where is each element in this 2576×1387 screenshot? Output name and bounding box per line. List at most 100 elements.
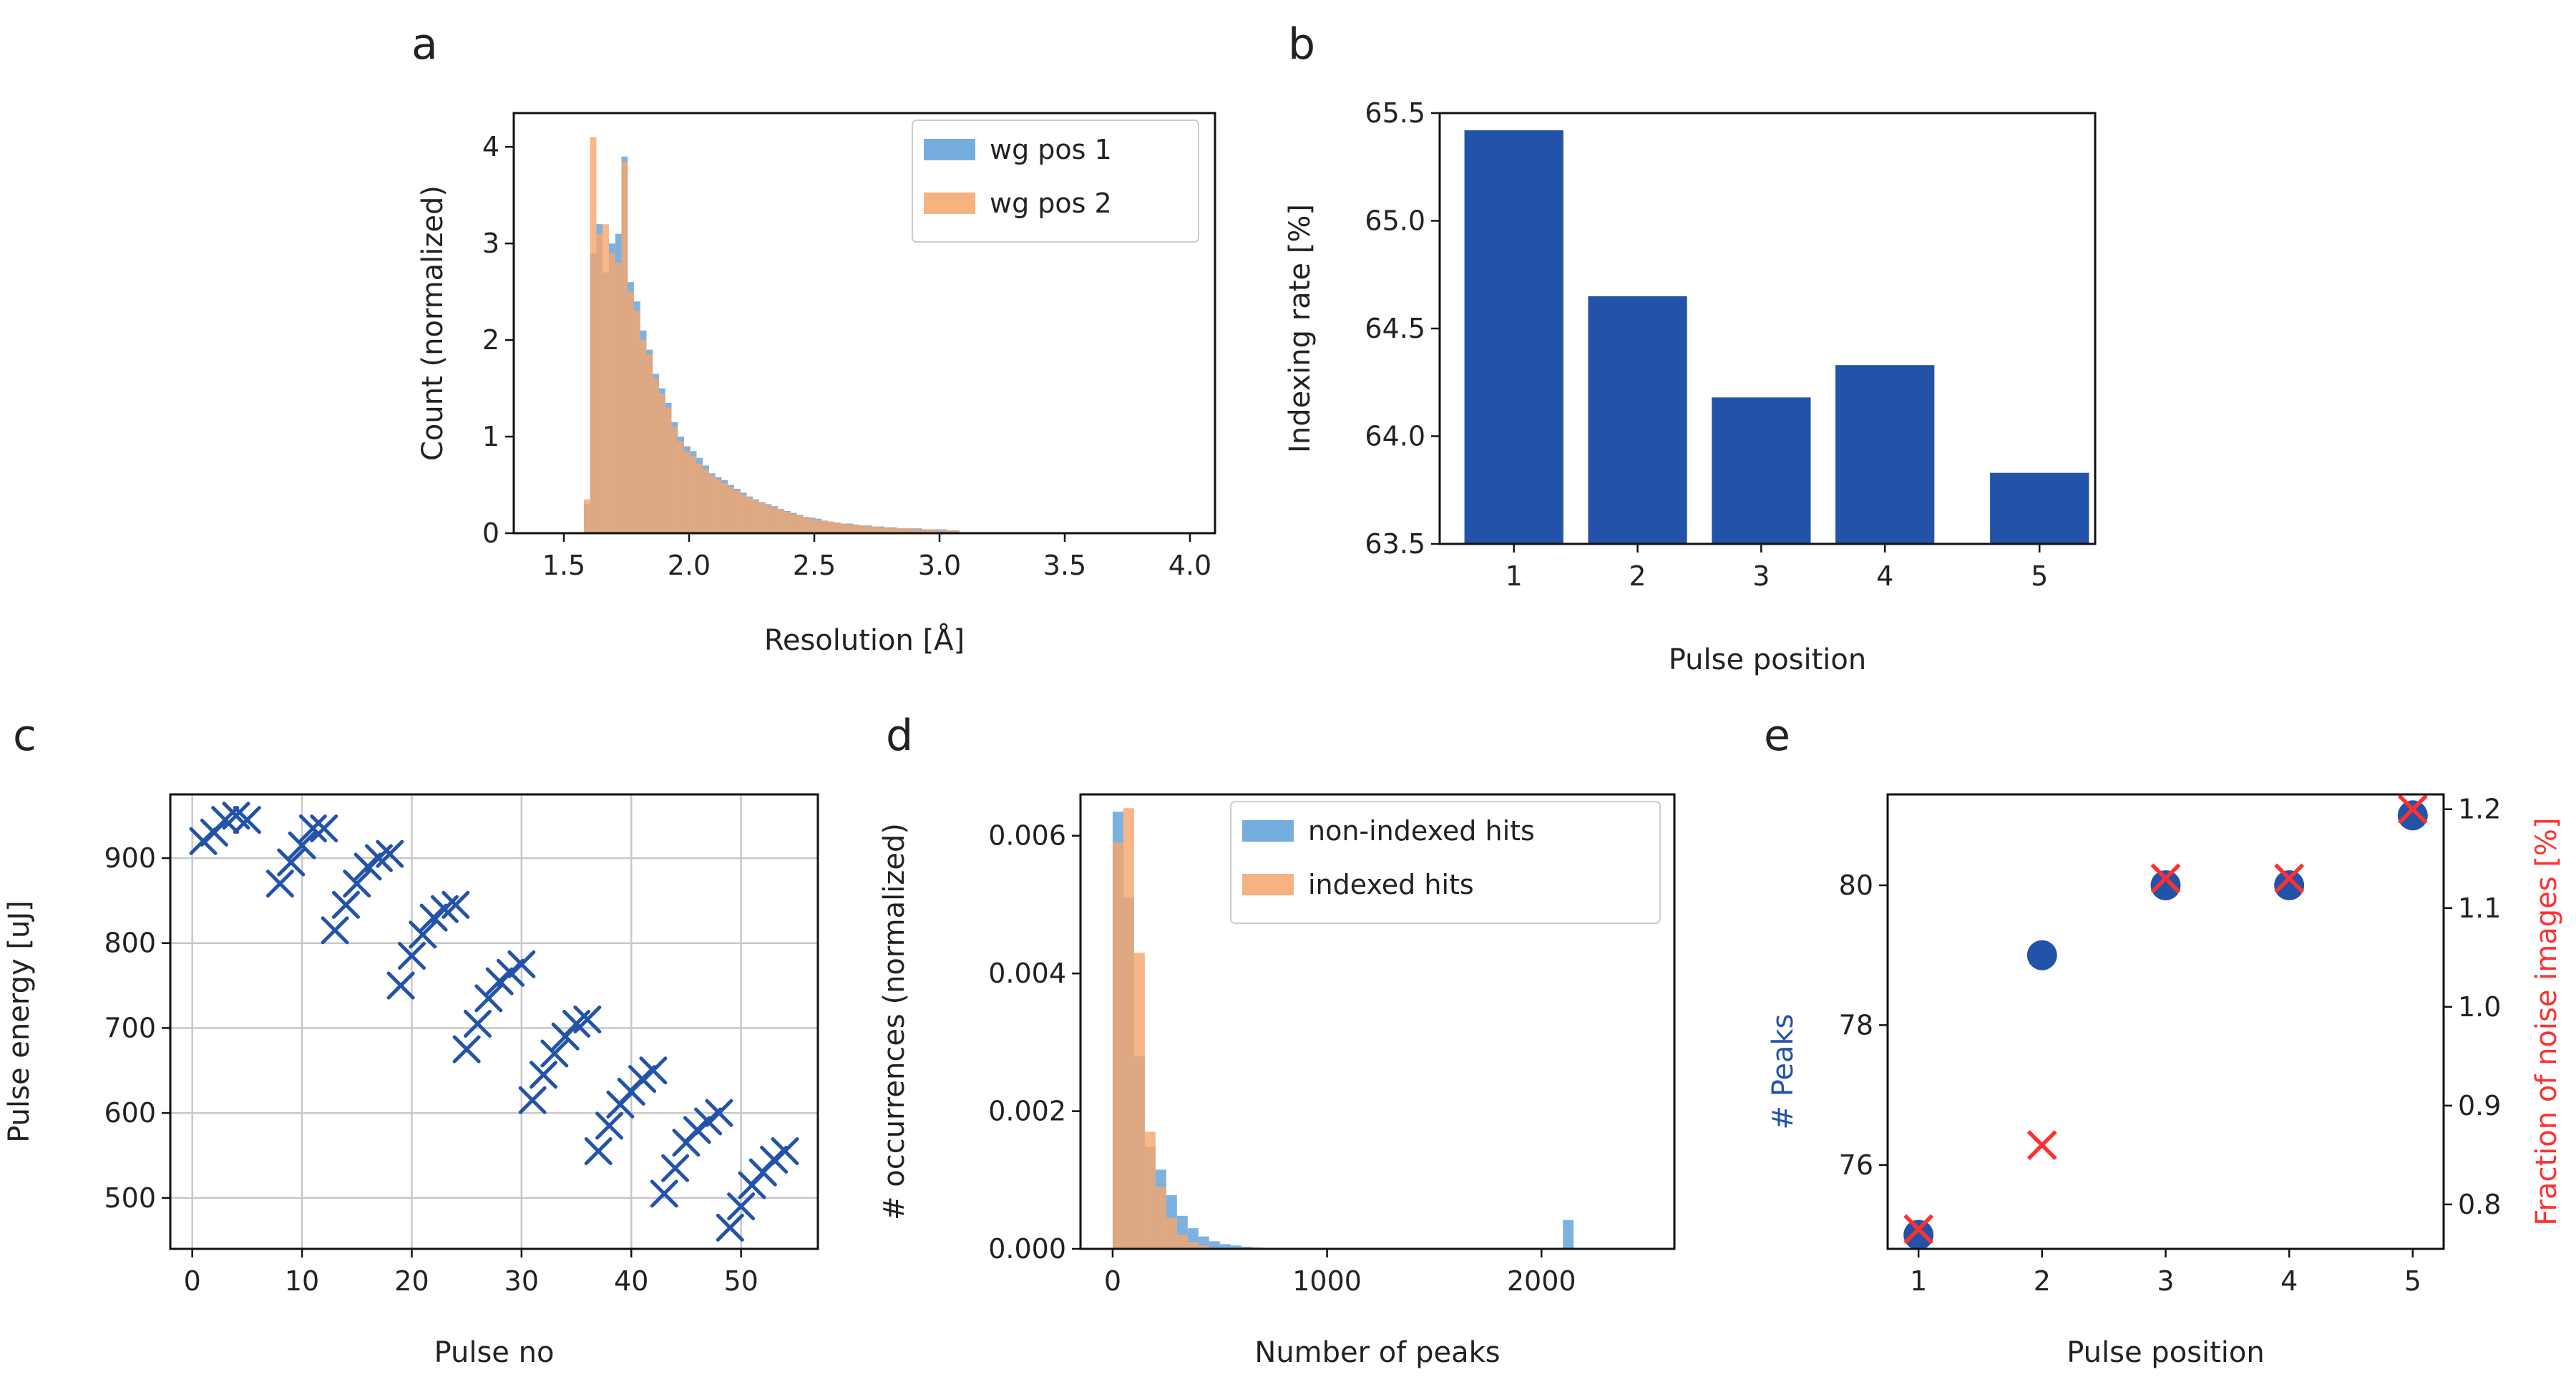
panel-a-bar-wg-pos-2	[840, 523, 847, 533]
panel-a-bar-wg-pos-2	[584, 499, 590, 533]
panel-a-bar-wg-pos-2	[922, 529, 929, 533]
panel-b-xtick-label: 1	[1506, 560, 1523, 592]
panel-d-legend-label: indexed hits	[1308, 869, 1474, 900]
panel-d-bar-indexed-hits	[1166, 1217, 1177, 1249]
panel-a-bar-wg-pos-2	[753, 500, 759, 533]
panel-a-bar-wg-pos-2	[821, 520, 829, 533]
panel-a-bar-wg-pos-2	[696, 463, 703, 533]
panel-a-bar-wg-pos-2	[765, 505, 772, 533]
panel-c-ytick-label: 800	[104, 928, 156, 959]
panel-b-bar-2	[1588, 296, 1687, 544]
panel-a-bar-wg-pos-2	[684, 451, 691, 533]
panel-e-xlabel: Pulse position	[2067, 1336, 2264, 1369]
panel-a-bar-wg-pos-2	[771, 507, 779, 533]
panel-a-bar-wg-pos-2	[834, 522, 841, 533]
panel-c-xtick-label: 30	[504, 1265, 539, 1297]
panel-a-bar-wg-pos-2	[621, 161, 628, 534]
panel-e: e 1 2 3 4 5 76 78 80 0.8 0.9 1.0 1.1 1.2 Pulse positi…	[1764, 711, 2563, 1369]
panel-a-bar-wg-pos-2	[940, 530, 947, 533]
panel-c-ytick-label: 600	[104, 1097, 156, 1129]
panel-d-bar-indexed-hits	[1123, 808, 1134, 1249]
panel-d: d 0 1000 2000 0.000 0.002 0.004 0.006 Number of…	[878, 711, 1676, 1369]
panel-d-frame	[1079, 793, 1676, 1250]
panel-b-ytick-label: 65.0	[1365, 205, 1425, 237]
panel-d-legend-label: non-indexed hits	[1308, 815, 1535, 847]
panel-c-xtick-label: 0	[184, 1265, 201, 1297]
panel-a-bar-wg-pos-2	[678, 441, 684, 533]
panel-a-bar-wg-pos-2	[665, 407, 672, 533]
panel-b-xtick-label: 3	[1752, 560, 1770, 592]
panel-d-ytick-label: 0.002	[988, 1096, 1066, 1127]
panel-a-bar-wg-pos-2	[671, 427, 678, 533]
panel-a-legend-swatch	[924, 193, 975, 214]
panel-e-ytick-right-label: 0.8	[2458, 1189, 2501, 1220]
panel-e-ytick-right-label: 1.0	[2458, 991, 2501, 1023]
panel-d-bar-indexed-hits	[1155, 1187, 1166, 1249]
panel-a-bar-wg-pos-2	[709, 475, 716, 533]
panel-a-letter: a	[411, 19, 438, 69]
panel-c-point	[310, 814, 338, 842]
panel-c-ytick-label: 900	[104, 842, 156, 874]
panel-a-xtick-label: 1.5	[542, 550, 585, 581]
panel-c-point	[277, 848, 306, 877]
panel-c-point	[331, 890, 360, 919]
panel-c-xtick-label: 40	[614, 1265, 648, 1297]
panel-a-bar-wg-pos-2	[646, 354, 653, 533]
panel-a-bar-wg-pos-2	[947, 530, 954, 533]
panel-e-peaks-point	[1903, 1220, 1934, 1250]
panel-d-xtick-label: 2000	[1507, 1265, 1576, 1297]
panel-b-xlabel: Pulse position	[1669, 643, 1866, 676]
panel-d-ytick-label: 0.004	[988, 958, 1066, 989]
panel-c-point	[397, 942, 426, 970]
panel-b-ytick-label: 64.0	[1365, 421, 1425, 452]
panel-a-xtick-label: 4.0	[1169, 550, 1211, 581]
panel-a-xtick-label: 2.5	[793, 550, 836, 581]
panel-a-bar-wg-pos-2	[628, 291, 634, 533]
panel-c-point	[474, 984, 503, 1013]
panel-e-ytick-label: 76	[1839, 1149, 1873, 1181]
panel-b-bar-1	[1464, 130, 1563, 544]
panel-c-point	[233, 806, 261, 834]
panel-c-point	[463, 1009, 492, 1038]
panel-c-letter: c	[13, 711, 36, 761]
panel-e-xtick-label: 1	[1910, 1265, 1927, 1297]
panel-c-ytick-label: 700	[104, 1012, 156, 1043]
panel-c-point	[298, 814, 327, 842]
panel-c-point	[716, 1213, 744, 1242]
panel-b-bar-5	[1990, 472, 2089, 544]
panel-e-ytick-label: 80	[1839, 870, 1873, 901]
panel-c-point	[661, 1154, 690, 1182]
panel-a-bar-wg-pos-2	[953, 530, 960, 533]
panel-d-bar-indexed-hits	[1176, 1235, 1188, 1249]
panel-a-bar-wg-pos-2	[615, 263, 622, 533]
panel-a-bar-wg-pos-2	[653, 379, 659, 533]
panel-a-bar-wg-pos-2	[590, 137, 597, 534]
panel-a-legend-box	[912, 120, 1199, 243]
panel-e-ytick-right-label: 1.1	[2458, 892, 2501, 924]
panel-a-ylabel: Count (normalized)	[416, 185, 449, 461]
panel-e-peaks-point	[2274, 870, 2305, 900]
panel-d-xtick-label: 1000	[1292, 1265, 1362, 1297]
panel-e-xtick-label: 5	[2404, 1265, 2421, 1297]
panel-a-xtick-label: 2.0	[668, 550, 711, 581]
panel-a-xlabel: Resolution [Å]	[764, 623, 965, 657]
panel-a-bar-wg-pos-2	[828, 521, 834, 533]
panel-e-peaks-point	[2026, 940, 2057, 970]
panel-c-point	[650, 1179, 678, 1208]
panel-a-bar-wg-pos-2	[847, 524, 854, 533]
panel-a-bar-wg-pos-2	[853, 524, 859, 533]
panel-e-ylabel-right: Fraction of noise images [%]	[2530, 817, 2563, 1225]
panel-c: c 0 10 20 30 40 50 500 600 700 800 900 Pulse no Puls…	[3, 711, 819, 1369]
panel-a-ytick-label: 3	[482, 228, 499, 259]
panel-a-bar-wg-pos-2	[746, 497, 753, 533]
panel-c-frame	[169, 793, 819, 1250]
panel-e-ytick-label: 78	[1839, 1009, 1873, 1041]
panel-d-xtick-label: 0	[1104, 1265, 1121, 1297]
panel-c-point	[727, 1192, 756, 1221]
panel-b-xtick-label: 4	[1876, 560, 1893, 592]
panel-b-letter: b	[1288, 19, 1315, 69]
panel-a-bar-wg-pos-2	[803, 517, 809, 533]
panel-c-point	[518, 1086, 547, 1114]
panel-a-bar-wg-pos-2	[928, 529, 935, 533]
panel-a-bar-wg-pos-2	[659, 393, 665, 533]
